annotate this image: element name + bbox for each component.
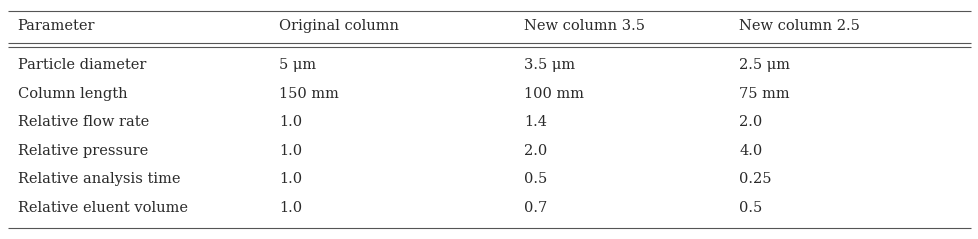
Text: 4.0: 4.0 (738, 144, 762, 158)
Text: 1.0: 1.0 (279, 172, 302, 186)
Text: Particle diameter: Particle diameter (18, 58, 146, 72)
Text: 0.7: 0.7 (523, 201, 547, 215)
Text: 3.5 μm: 3.5 μm (523, 58, 574, 72)
Text: 0.5: 0.5 (523, 172, 547, 186)
Text: Parameter: Parameter (18, 19, 95, 33)
Text: Original column: Original column (279, 19, 399, 33)
Text: New column 2.5: New column 2.5 (738, 19, 859, 33)
Text: 2.0: 2.0 (738, 115, 762, 129)
Text: 2.5 μm: 2.5 μm (738, 58, 789, 72)
Text: Column length: Column length (18, 87, 127, 101)
Text: New column 3.5: New column 3.5 (523, 19, 645, 33)
Text: 1.0: 1.0 (279, 144, 302, 158)
Text: Relative analysis time: Relative analysis time (18, 172, 180, 186)
Text: 1.0: 1.0 (279, 201, 302, 215)
Text: Relative pressure: Relative pressure (18, 144, 148, 158)
Text: 1.0: 1.0 (279, 115, 302, 129)
Text: 0.5: 0.5 (738, 201, 762, 215)
Text: Relative flow rate: Relative flow rate (18, 115, 149, 129)
Text: 5 μm: 5 μm (279, 58, 316, 72)
Text: 100 mm: 100 mm (523, 87, 583, 101)
Text: Relative eluent volume: Relative eluent volume (18, 201, 188, 215)
Text: 0.25: 0.25 (738, 172, 771, 186)
Text: 150 mm: 150 mm (279, 87, 338, 101)
Text: 2.0: 2.0 (523, 144, 547, 158)
Text: 1.4: 1.4 (523, 115, 546, 129)
Text: 75 mm: 75 mm (738, 87, 789, 101)
